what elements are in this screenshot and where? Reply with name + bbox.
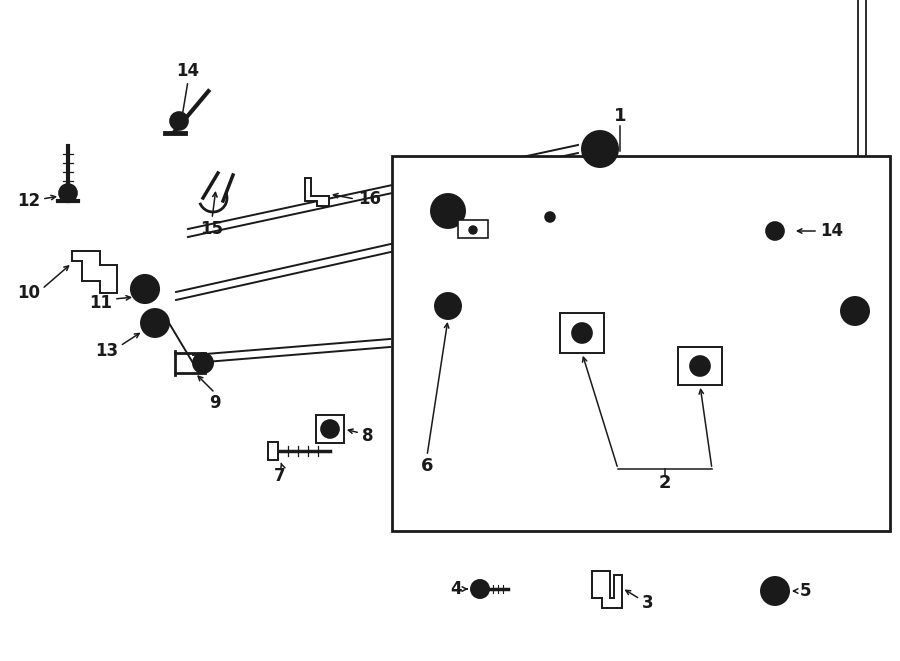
Text: 8: 8	[362, 427, 374, 445]
Circle shape	[545, 212, 555, 222]
Bar	[458, 220, 488, 238]
Text: 10: 10	[17, 284, 40, 302]
Circle shape	[149, 317, 161, 329]
Polygon shape	[72, 251, 117, 293]
Text: 5: 5	[800, 582, 812, 600]
Circle shape	[193, 353, 213, 373]
Circle shape	[849, 305, 861, 317]
Bar	[678, 347, 722, 385]
Circle shape	[439, 202, 457, 220]
Circle shape	[59, 184, 77, 202]
Text: 15: 15	[201, 220, 223, 238]
Circle shape	[592, 141, 608, 157]
Text: 2: 2	[659, 474, 671, 492]
Circle shape	[435, 293, 461, 319]
Bar	[560, 313, 604, 353]
Polygon shape	[305, 178, 329, 206]
Circle shape	[761, 577, 789, 605]
Circle shape	[469, 226, 477, 234]
Text: 16: 16	[358, 190, 381, 208]
Circle shape	[321, 420, 339, 438]
Text: 11: 11	[89, 294, 112, 312]
Text: 9: 9	[209, 394, 220, 412]
Circle shape	[471, 580, 489, 598]
Circle shape	[141, 309, 169, 337]
Text: 14: 14	[820, 222, 843, 240]
Circle shape	[170, 112, 188, 130]
Text: 1: 1	[614, 107, 626, 125]
Circle shape	[769, 585, 781, 597]
Circle shape	[690, 356, 710, 376]
Text: 4: 4	[450, 580, 462, 598]
Bar	[392, 156, 890, 531]
Text: 13: 13	[94, 342, 118, 360]
Circle shape	[766, 222, 784, 240]
Circle shape	[445, 208, 451, 214]
Polygon shape	[268, 442, 278, 460]
Circle shape	[582, 131, 618, 167]
Circle shape	[199, 359, 207, 367]
Circle shape	[131, 275, 159, 303]
Text: 3: 3	[642, 594, 653, 612]
Circle shape	[476, 585, 484, 593]
Bar	[316, 415, 344, 443]
Polygon shape	[592, 571, 622, 608]
Text: 6: 6	[421, 457, 433, 475]
Text: 7: 7	[274, 467, 286, 485]
Text: 14: 14	[176, 62, 200, 80]
Circle shape	[431, 194, 465, 228]
Circle shape	[841, 297, 869, 325]
Circle shape	[572, 323, 592, 343]
Circle shape	[139, 283, 151, 295]
Polygon shape	[525, 208, 575, 228]
Text: 12: 12	[17, 192, 40, 210]
Circle shape	[443, 301, 453, 311]
